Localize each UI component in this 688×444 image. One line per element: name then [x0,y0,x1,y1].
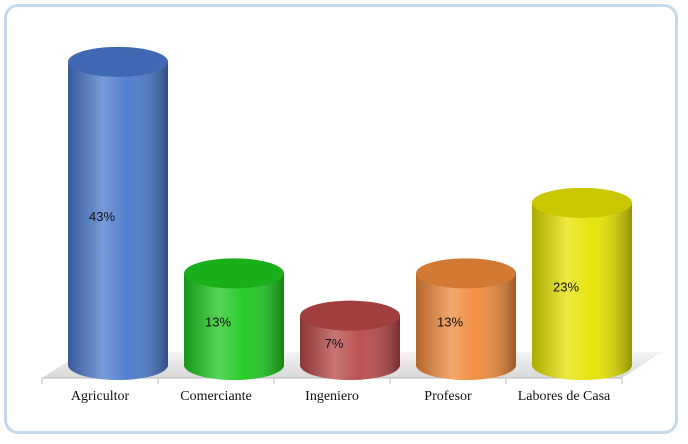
x-tick-label: Profesor [424,389,472,404]
bar [416,258,516,380]
cylinder-top [532,187,632,218]
bar [300,300,400,380]
x-tick-label: Comerciante [180,389,252,404]
cylinder-top-shade [532,187,632,218]
value-label: 23% [553,279,579,294]
cylinder-top-shade [68,46,168,77]
x-tick-label: Ingeniero [305,389,359,404]
cylinder-shade [532,202,632,380]
cylinder-top-shade [416,258,516,289]
chart-frame [4,4,678,434]
value-label: 7% [325,336,344,351]
cylinder-top [416,258,516,289]
x-tick-label: Labores de Casa [517,389,611,404]
value-label: 43% [89,209,115,224]
cylinder-shade [184,273,284,380]
bar [532,187,632,380]
x-tick-label: Agricultor [70,389,130,404]
value-label: 13% [205,315,231,330]
cylinder-shade [300,315,400,380]
value-label: 13% [437,315,463,330]
bar [68,46,168,380]
cylinder-shade [416,273,516,380]
cylinder-top-shade [184,258,284,289]
cylinder-shade [68,61,168,380]
cylinder-top [184,258,284,289]
cylinder-top-shade [300,300,400,331]
cylinder-top [68,46,168,77]
cylinder-top [300,300,400,331]
bar [184,258,284,380]
